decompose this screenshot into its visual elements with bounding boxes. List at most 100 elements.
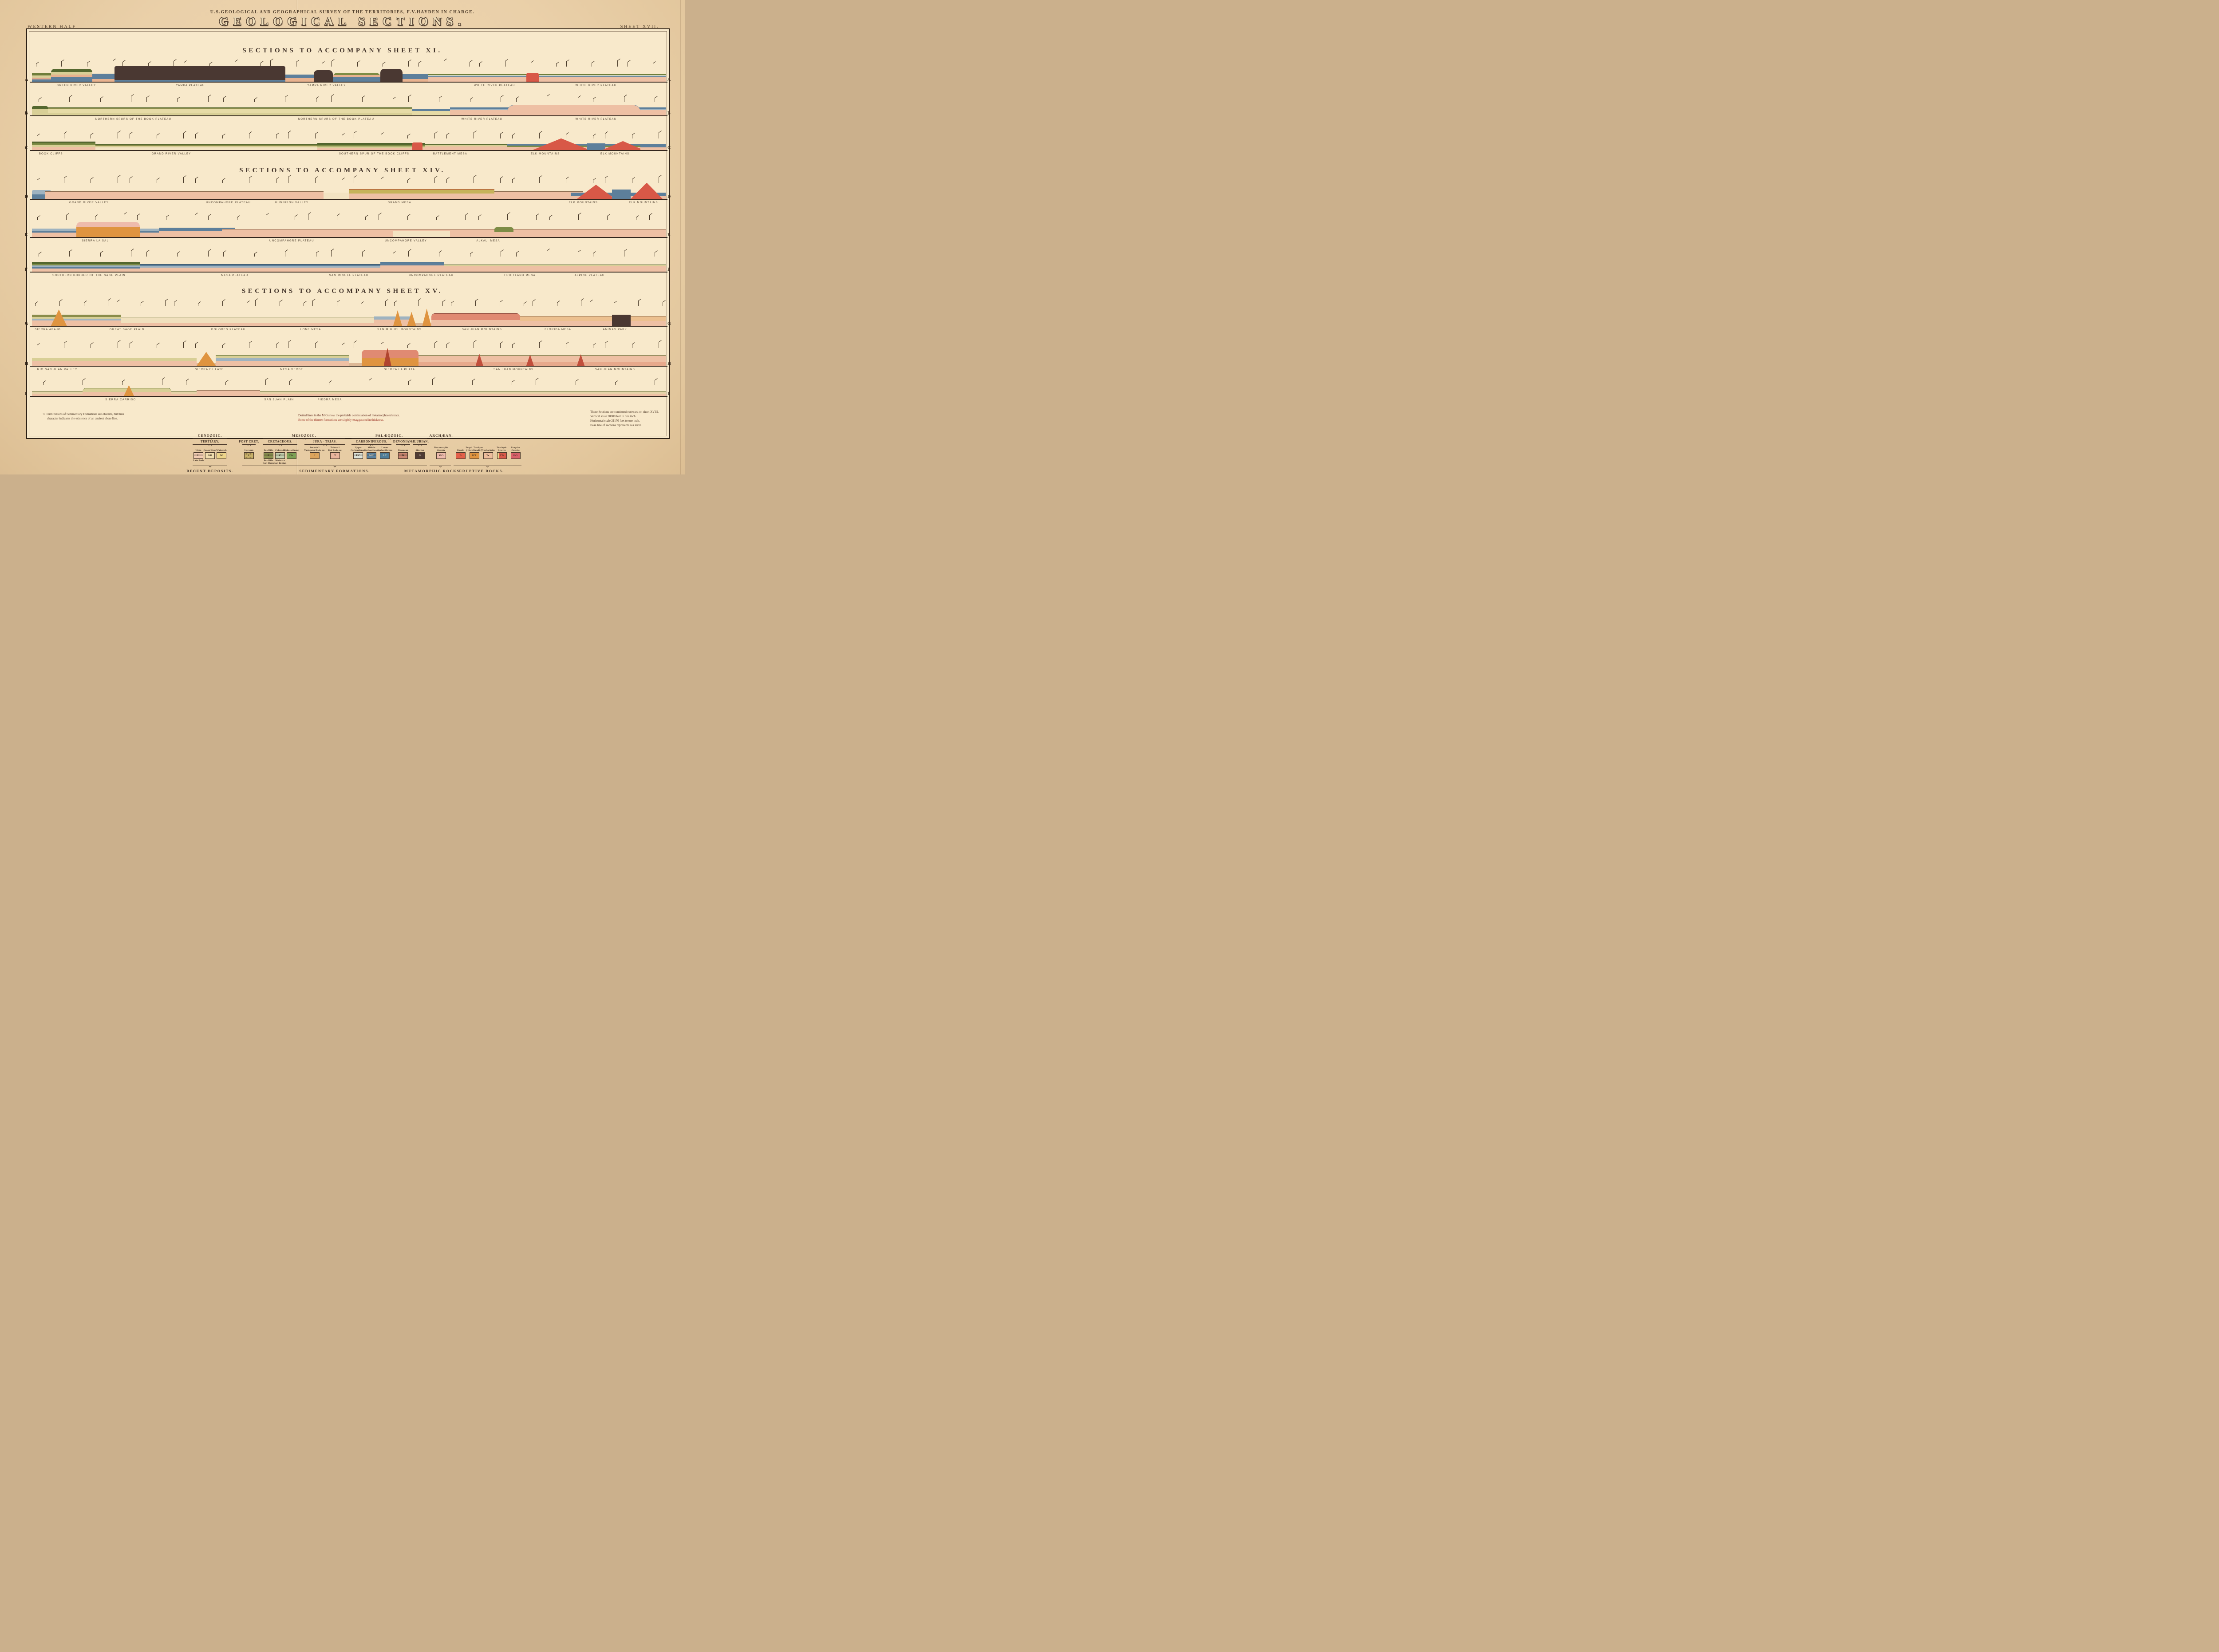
flag-pennant: [276, 342, 280, 344]
flag-pennant: [261, 61, 264, 63]
strata-segment: [526, 72, 539, 82]
flag-tick: [549, 217, 550, 220]
flag-pennant: [174, 59, 177, 61]
flag-pennant: [296, 60, 299, 62]
era-brace: [193, 437, 227, 441]
flag-tick: [208, 96, 209, 102]
section-D-flag-ticks: [32, 175, 666, 183]
flag-pennant: [353, 131, 357, 133]
strata-layer: [317, 148, 425, 150]
flag-tick: [418, 300, 419, 306]
section-caption: UNCOMPAHGRE PLATEAU: [409, 274, 454, 277]
flag-tick: [407, 180, 408, 183]
section-caption: NORTHERN SPURS OF THE BOOK PLATEAU: [95, 118, 172, 121]
section-caption: SIERRA LA PLATA: [384, 368, 415, 371]
strata-segment: [507, 104, 640, 115]
strata-layer: [32, 267, 140, 269]
flag-pennant: [446, 177, 450, 179]
strata-layer: [412, 111, 463, 115]
flag-pennant: [141, 301, 144, 303]
legend-item-label: Uinta: [195, 449, 201, 452]
section-C-captions: BOOK CLIFFS GRAND RIVER VALLEY SOUTHERN SP…: [32, 153, 666, 157]
flag-pennant: [276, 177, 280, 179]
flag-pennant: [524, 301, 527, 304]
section-letter-right-G: G: [667, 321, 671, 326]
strata-layer: [216, 360, 349, 366]
flag-tick: [122, 62, 123, 67]
flag-pennant: [353, 340, 357, 343]
strata-layer: [32, 73, 51, 75]
flag-tick: [539, 133, 540, 138]
strata-layer: [374, 319, 412, 326]
strata-layer: [139, 265, 381, 266]
section-B-captions: NORTHERN SPURS OF THE BOOK PLATEAU NORTHE…: [32, 118, 666, 123]
strata-segment: [32, 262, 140, 272]
note-shoreline-line1: ☆ Terminations of Sedimentary Formations…: [43, 412, 124, 416]
strata-layer: [32, 143, 95, 145]
flag-pennant: [500, 341, 504, 344]
strata-segment: [120, 316, 375, 326]
legend-swatch-L: L: [244, 452, 254, 459]
flag-tick: [165, 300, 166, 306]
strata-layer: [51, 69, 92, 72]
flag-pennant: [446, 342, 450, 344]
flag-tick: [465, 215, 466, 220]
flag-tick: [270, 60, 271, 67]
page-edge: [680, 0, 681, 474]
flag-pennant: [265, 378, 268, 380]
strata-layer: [425, 144, 507, 146]
flag-pennant: [578, 250, 581, 252]
flag-tick: [385, 301, 386, 306]
flag-pennant: [566, 177, 569, 179]
strata-segment: [393, 231, 450, 237]
flag-pennant: [369, 378, 372, 380]
flag-tick: [265, 379, 266, 385]
legend-swatch-code: D: [402, 454, 404, 457]
flag-pennant: [156, 133, 160, 135]
strata-layer: [32, 75, 51, 78]
heading-sheet-xi: SECTIONS TO ACCOMPANY SHEET XI.: [242, 47, 442, 54]
flag-pennant: [393, 251, 396, 253]
strata-layer: [349, 190, 495, 194]
section-caption: WHITE RIVER PLATEAU: [474, 84, 515, 87]
note-scales: These Sections are continued eastward on…: [590, 410, 659, 427]
flag-pennant: [439, 250, 442, 253]
section-caption: GUNNISON VALLEY: [275, 202, 309, 204]
legend-swatch-TB: TB: [497, 452, 507, 459]
strata-segment: [333, 72, 381, 82]
note-dotted-lines: Dotted lines in the M G show the probabl…: [298, 413, 400, 422]
strata-layer: [139, 267, 381, 272]
legend-era-archan: ARCHÆAN.: [429, 434, 453, 438]
section-baseline: [30, 272, 667, 273]
section-letter-right-A: A: [667, 77, 671, 82]
flag-tick: [222, 135, 223, 138]
flag-pennant: [36, 178, 40, 180]
legend-swatch-Dk: Dk.: [287, 452, 296, 459]
section-caption: SOUTHERN SPUR OF THE BOOK CLIFFS: [339, 153, 410, 155]
flag-pennant: [95, 214, 99, 217]
strata-layer: [32, 391, 666, 394]
flag-pennant: [539, 175, 542, 178]
flag-pennant: [249, 341, 253, 343]
flag-tick: [315, 178, 316, 183]
strata-segment: [51, 69, 92, 82]
flag-tick: [578, 214, 579, 220]
legend-swatch-code: F: [268, 454, 269, 457]
flag-pennant: [578, 213, 581, 215]
flag-pennant: [512, 343, 515, 345]
flag-pennant: [87, 61, 90, 63]
note-baseline: Base line of sections represents sea lev…: [590, 423, 642, 427]
section-letter-left-I: I: [25, 391, 27, 396]
strata-layer: [494, 192, 584, 199]
flag-pennant: [446, 133, 450, 135]
strata-layer: [32, 109, 48, 115]
strata-layer: [422, 308, 431, 326]
legend-item-J: Jurassic? Variegated Beds etc. J: [301, 446, 328, 459]
strata-segment: [114, 66, 286, 82]
flag-pennant: [69, 249, 72, 252]
strata-segment: [92, 74, 118, 82]
flag-pennant: [91, 133, 94, 135]
flag-pennant: [361, 301, 364, 304]
legend-item-label: Silurian: [415, 449, 424, 452]
flag-pennant: [129, 176, 133, 178]
